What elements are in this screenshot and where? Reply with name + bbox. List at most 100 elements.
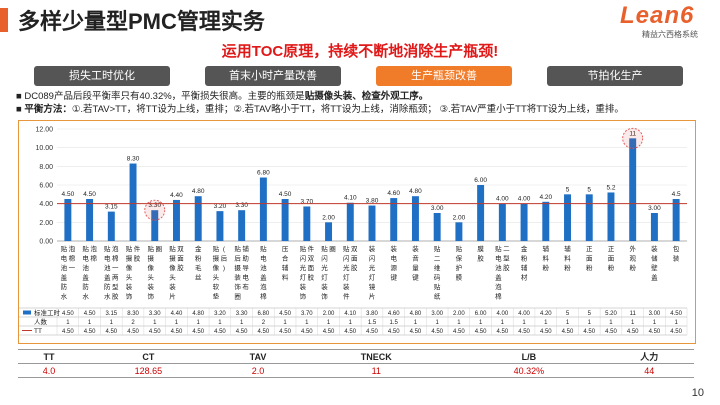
- table-cell: 4.50: [84, 311, 96, 317]
- table-cell: 4.10: [344, 311, 356, 317]
- bar: [585, 194, 593, 241]
- table-cell: 6.00: [475, 311, 487, 317]
- bar: [455, 222, 463, 241]
- data-label: 8.30: [127, 156, 140, 163]
- tab-takt-production[interactable]: 节拍化生产: [547, 66, 683, 86]
- category-label: 型: [112, 282, 119, 291]
- data-label: 4.60: [387, 190, 400, 197]
- table-cell: 4.50: [192, 329, 204, 335]
- data-label: 2.00: [453, 214, 466, 221]
- table-cell: 4.80: [192, 311, 204, 317]
- y-tick-label: 8.00: [39, 164, 53, 171]
- bar: [607, 192, 615, 241]
- y-tick-label: 6.00: [39, 183, 53, 190]
- category-label: 观: [629, 255, 636, 263]
- category-label: 贴: [213, 244, 220, 253]
- table-cell: 4.50: [127, 329, 139, 335]
- table-cell: 4.50: [279, 329, 291, 335]
- bar: [564, 194, 571, 241]
- category-label: 水: [61, 292, 68, 301]
- category-label: 装: [321, 282, 328, 291]
- table-cell: 3.00: [649, 311, 661, 317]
- table-cell: 4.50: [410, 329, 422, 335]
- bullet-2-text: ①.若TAV>TT，将TT设为上线，重排；②.若TAV略小于TT，将TT设为上线…: [71, 104, 624, 115]
- table-cell: 1: [631, 320, 635, 326]
- bar: [303, 206, 311, 241]
- summary-header-tt: TT: [18, 349, 81, 364]
- category-label: 闪: [300, 254, 307, 263]
- category-label: 软: [213, 282, 220, 291]
- table-cell: 1: [349, 320, 353, 326]
- table-cell: 4.50: [649, 329, 661, 335]
- table-cell: 11: [630, 311, 637, 317]
- category-label: 贴: [104, 244, 111, 253]
- category-label: 布: [242, 282, 249, 291]
- category-label: 盖: [260, 273, 267, 282]
- tab-first-last-hour[interactable]: 首末小时产量改善: [205, 66, 341, 86]
- category-label: 盖: [651, 273, 658, 282]
- category-label: 装: [343, 282, 350, 291]
- data-label: 4.20: [539, 194, 552, 201]
- category-label: 胶: [177, 263, 184, 272]
- table-cell: 1: [414, 320, 418, 326]
- summary-value-tt: 4.0: [18, 363, 81, 378]
- summary-value-tneck: 11: [299, 363, 454, 378]
- table-cell: 1: [674, 320, 678, 326]
- category-label: 二: [503, 246, 510, 253]
- category-label: 电: [260, 254, 267, 263]
- table-cell: 4.50: [605, 329, 617, 335]
- table-cell: 1: [327, 320, 331, 326]
- category-label: 摄: [126, 254, 133, 263]
- category-label: 泡: [260, 282, 267, 291]
- category-label: 灯: [300, 273, 307, 282]
- data-label: 5: [566, 186, 570, 193]
- category-label: 壁: [651, 263, 658, 272]
- category-label: 一: [112, 265, 119, 272]
- category-label: 辅: [521, 263, 528, 272]
- bar: [390, 198, 398, 241]
- summary-header-tneck: TNECK: [299, 349, 454, 364]
- bar: [194, 196, 202, 241]
- data-label: 4.00: [496, 196, 509, 203]
- category-label: 装: [234, 273, 241, 282]
- category-label: 包: [673, 244, 680, 253]
- category-label: 圈: [156, 245, 163, 253]
- category-label: 贴: [234, 244, 241, 253]
- category-label: 贴: [169, 244, 176, 253]
- row-label-std: 标准工时: [34, 308, 61, 317]
- category-label: 池: [61, 263, 68, 272]
- category-label: 头: [213, 273, 220, 282]
- legend-swatch-std: [23, 310, 31, 315]
- category-label: 面: [608, 255, 615, 263]
- data-label: 5.2: [606, 184, 615, 191]
- table-cell: 3.00: [431, 311, 443, 317]
- data-label: 3.00: [648, 205, 661, 212]
- page-number: 10: [691, 387, 704, 399]
- title-bar: 多样少量型PMC管理实务 Lean6 精益六西格系统: [0, 0, 720, 39]
- table-cell: 1: [609, 320, 613, 326]
- category-label: 装: [673, 254, 680, 263]
- category-label: 贴: [126, 244, 133, 253]
- slide-subtitle: 运用TOC原理，持续不断地消除生产瓶颈!: [221, 43, 499, 60]
- bar: [151, 210, 159, 241]
- data-label: 4.10: [344, 195, 357, 202]
- summary-value-manpower: 44: [604, 363, 694, 378]
- category-label: 装: [412, 244, 419, 253]
- bar: [520, 203, 528, 241]
- bar: [259, 177, 267, 241]
- tab-bottleneck[interactable]: 生产瓶颈改善: [376, 66, 512, 86]
- category-label: 饰: [126, 292, 133, 301]
- data-label: 11: [629, 130, 636, 137]
- category-label: 胶: [134, 254, 141, 263]
- table-cell: 3.80: [366, 311, 378, 317]
- table-cell: 1: [566, 320, 570, 326]
- bar: [281, 199, 289, 241]
- tab-loss-hours[interactable]: 损失工时优化: [34, 66, 170, 86]
- table-cell: 1: [457, 320, 461, 326]
- bar: [650, 213, 658, 241]
- category-label: 膜: [477, 244, 484, 253]
- bullet-item-2: ■ 平衡方法：①.若TAV>TT，将TT设为上线，重排；②.若TAV略小于TT，…: [16, 104, 624, 115]
- category-label: 池: [82, 263, 89, 272]
- category-label: 灯: [369, 273, 376, 282]
- category-label: 后: [234, 254, 241, 263]
